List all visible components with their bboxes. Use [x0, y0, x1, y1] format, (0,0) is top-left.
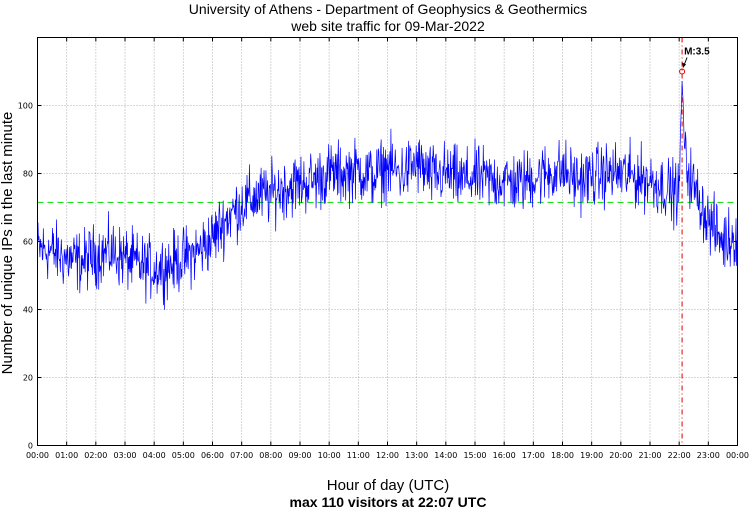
y-tick-label: 60 — [23, 238, 33, 247]
x-tick-label: 21:00 — [638, 451, 661, 460]
x-tick-label: 03:00 — [113, 451, 136, 460]
x-tick-label: 13:00 — [405, 451, 428, 460]
x-tick-label: 08:00 — [259, 451, 282, 460]
x-tick-label: 06:00 — [201, 451, 224, 460]
grid — [37, 37, 738, 446]
axis-ticks: 00:00 01:00 02:00 03:00 04:00 05:00 06:00 07:00… — [18, 37, 749, 460]
y-tick-label: 100 — [18, 102, 33, 111]
x-tick-label: 22:00 — [668, 451, 691, 460]
max-marker — [679, 68, 686, 75]
x-tick-label: 19:00 — [580, 451, 603, 460]
x-tick-label: 00:00 — [26, 451, 49, 460]
y-tick-label: 80 — [23, 170, 33, 179]
x-axis-label: Hour of day (UTC) — [327, 477, 450, 494]
x-tick-label: 05:00 — [172, 451, 195, 460]
y-tick-label: 40 — [23, 306, 33, 315]
chart-subtitle: web site traffic for 09-Mar-2022 — [290, 18, 485, 34]
x-tick-label: 15:00 — [463, 451, 486, 460]
x-tick-label: 04:00 — [143, 451, 166, 460]
annotation-arrowhead — [682, 62, 687, 68]
x-tick-label: 01:00 — [55, 451, 78, 460]
y-tick-label: 0 — [28, 442, 33, 451]
x-tick-label: 17:00 — [522, 451, 545, 460]
x-tick-label: 10:00 — [318, 451, 341, 460]
traffic-line — [37, 80, 738, 310]
x-tick-label: 20:00 — [609, 451, 632, 460]
chart-title: University of Athens - Department of Geo… — [189, 1, 587, 17]
data-marks: M:3.5 — [37, 37, 738, 446]
x-tick-label: 16:00 — [493, 451, 516, 460]
y-tick-label: 20 — [23, 374, 33, 383]
x-tick-label: 07:00 — [230, 451, 253, 460]
x-tick-label: 14:00 — [434, 451, 457, 460]
x-tick-label: 23:00 — [697, 451, 720, 460]
x-tick-label: 02:00 — [84, 451, 107, 460]
x-tick-label: 18:00 — [551, 451, 574, 460]
x-tick-label: 09:00 — [288, 451, 311, 460]
x-tick-label: 00:00 — [726, 451, 749, 460]
annotation-label: M:3.5 — [684, 47, 710, 58]
x-tick-label: 11:00 — [347, 451, 370, 460]
x-tick-label: 12:00 — [376, 451, 399, 460]
y-axis-label: Number of unique IPs in the last minute — [0, 112, 16, 375]
x-axis-sublabel: max 110 visitors at 22:07 UTC — [290, 494, 487, 510]
